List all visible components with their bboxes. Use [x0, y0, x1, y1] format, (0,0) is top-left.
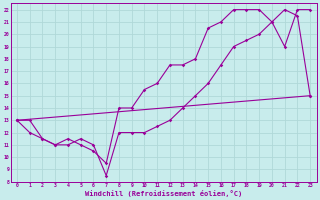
- X-axis label: Windchill (Refroidissement éolien,°C): Windchill (Refroidissement éolien,°C): [85, 190, 242, 197]
